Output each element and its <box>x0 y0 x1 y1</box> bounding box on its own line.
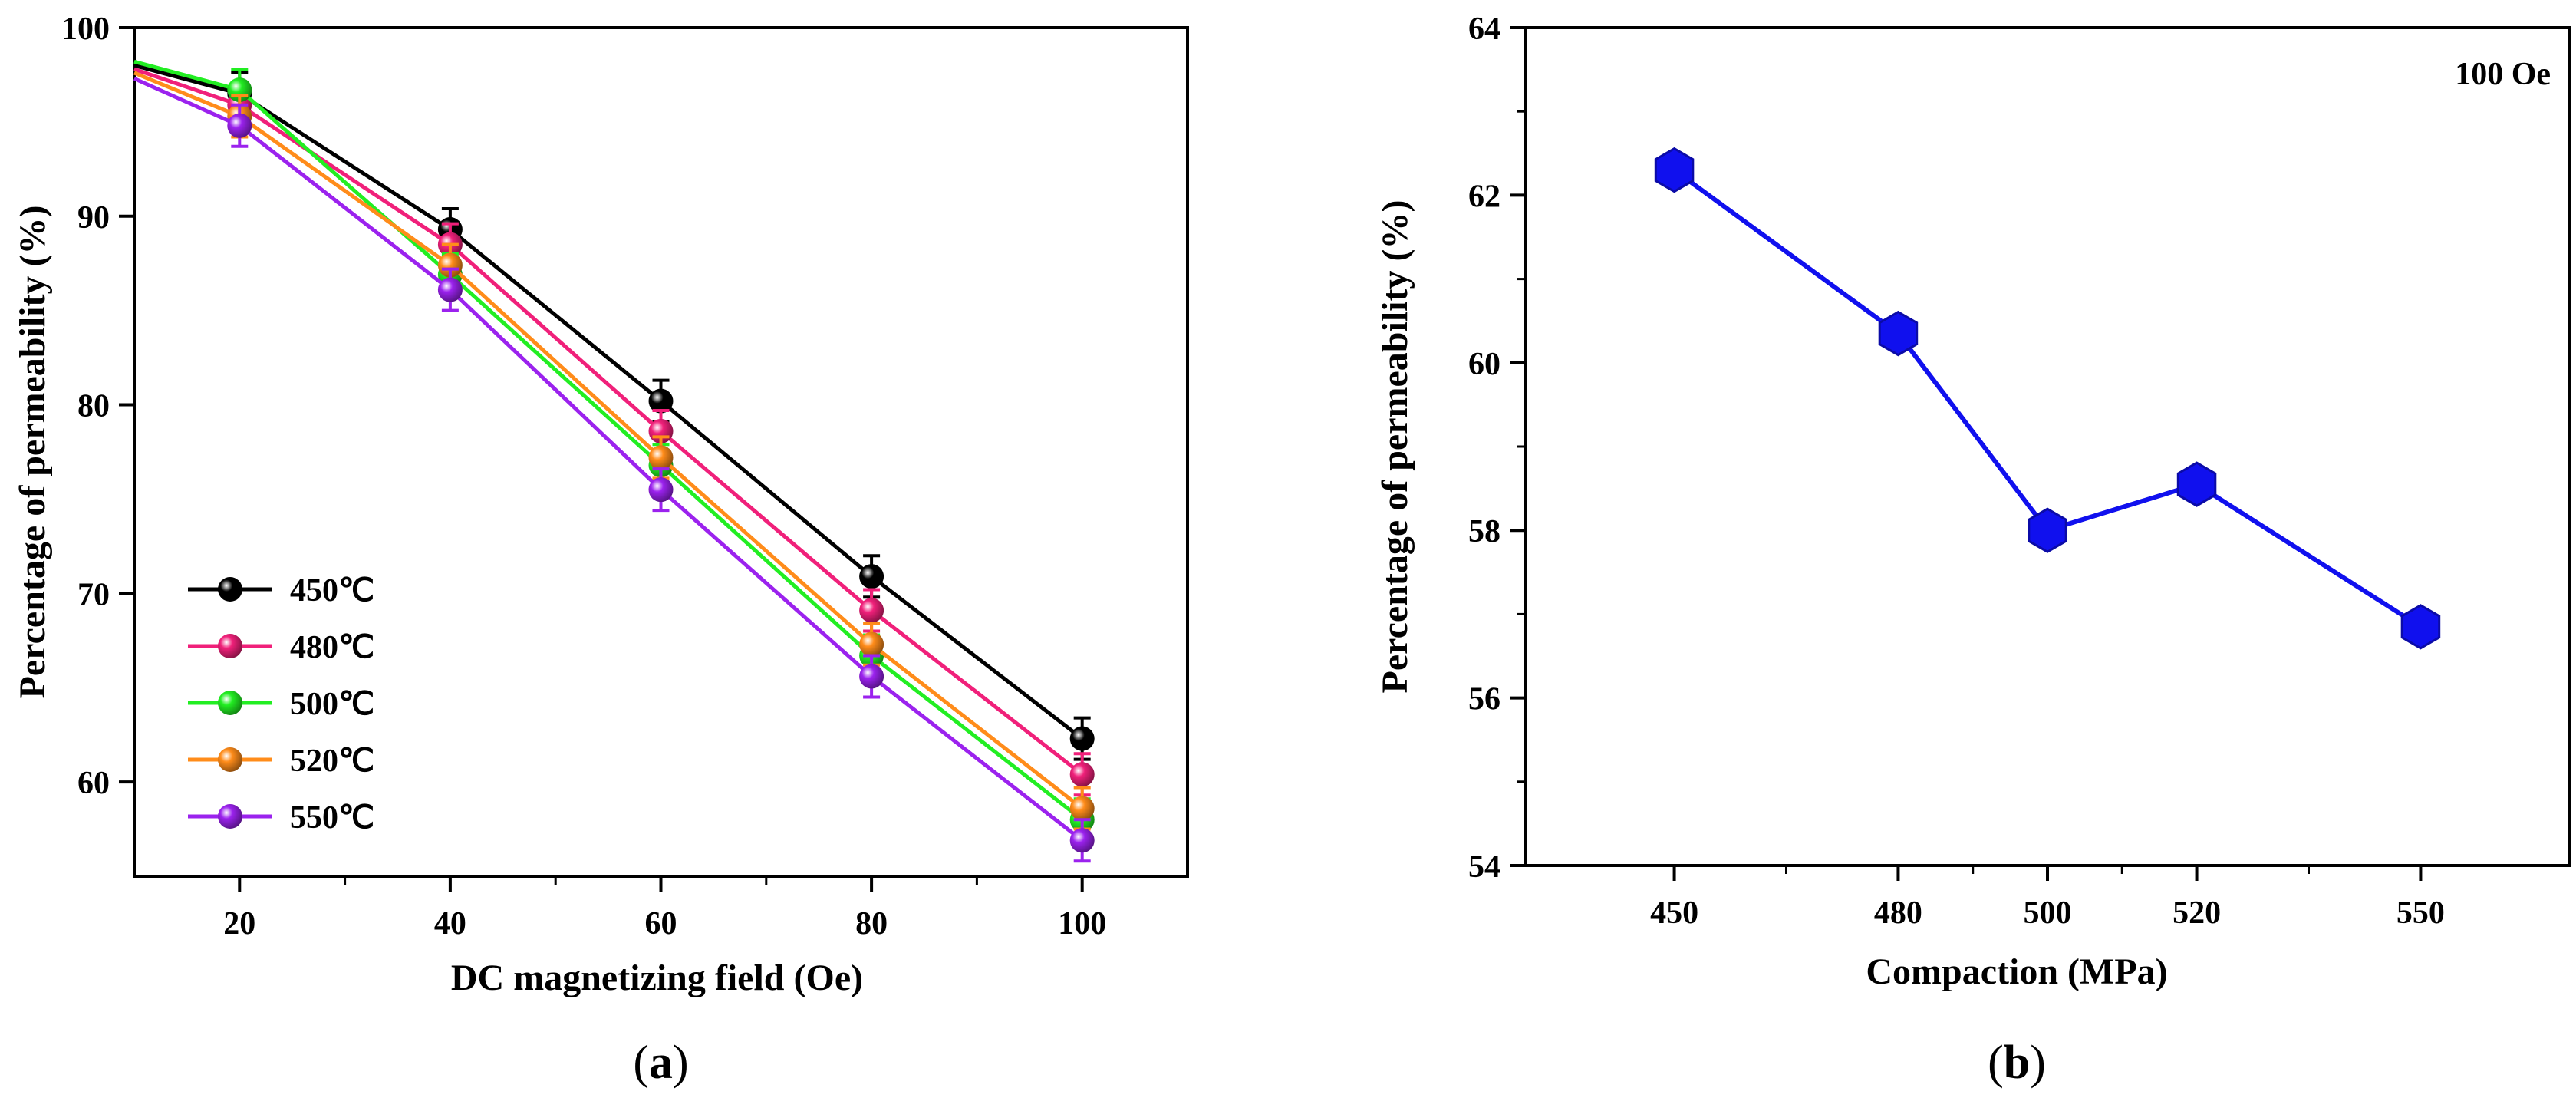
chart-b-xtick-label: 480 <box>1874 895 1922 931</box>
chart-b-ytick-label: 56 <box>1468 682 1500 717</box>
chart-b-ytick-label: 58 <box>1468 514 1500 549</box>
chart-a-legend-label: 520℃ <box>290 744 374 779</box>
chart-a-point <box>1069 726 1095 751</box>
chart-a-series-line <box>133 71 1084 810</box>
chart-b-plot: 450 480 500 520 550 54 56 58 60 62 64 Compaction (M… <box>1375 12 2571 1089</box>
chart-a-series-line <box>133 59 1084 822</box>
chart-a-point <box>437 277 463 302</box>
chart-a-legend-label: 480℃ <box>290 630 374 665</box>
chart-b-panel-label: (b) <box>1988 1037 2046 1089</box>
chart-b-xlabel: Compaction (MPa) <box>1866 951 2167 992</box>
chart-a-xtick-label: 40 <box>434 906 466 941</box>
chart-a-legend-marker <box>218 747 242 772</box>
chart-a-ytick-label: 60 <box>77 766 110 801</box>
chart-a-ytick-label: 90 <box>77 200 110 236</box>
chart-a-point <box>859 564 884 589</box>
chart-a-legend-marker <box>218 691 242 715</box>
chart-a-point <box>859 631 884 657</box>
chart-a-ytick-label: 100 <box>61 12 110 47</box>
chart-a-legend-label: 550℃ <box>290 800 374 836</box>
chart-a-series-line <box>133 63 1084 740</box>
chart-b-ylabel: Percentage of permeability (%) <box>1375 200 1415 694</box>
chart-a-point <box>227 113 252 138</box>
chart-b-annotation: 100 Oe <box>2455 57 2551 92</box>
chart-a-xtick-label: 20 <box>223 906 255 941</box>
chart-a-legend-marker <box>218 577 242 602</box>
chart-a-legend-label: 500℃ <box>290 687 374 722</box>
chart-a-point <box>1069 796 1095 821</box>
chart-b-point <box>1654 147 1695 193</box>
chart-b-xtick-label: 500 <box>2024 895 2072 931</box>
chart-b-point <box>2028 507 2067 553</box>
chart-a-point <box>859 598 884 623</box>
chart-b-ytick-label: 64 <box>1468 12 1500 47</box>
chart-b-xtick-label: 450 <box>1650 895 1698 931</box>
chart-a-xlabel: DC magnetizing field (Oe) <box>451 958 863 998</box>
chart-b-series-line <box>1672 168 2423 629</box>
chart-a-point <box>648 445 674 470</box>
chart-a-xtick-label: 100 <box>1058 906 1106 941</box>
chart-b-point <box>2400 604 2441 650</box>
chart-a-xtick-label: 80 <box>855 906 888 941</box>
chart-a-point <box>1069 828 1095 853</box>
chart-a-xtick-label: 60 <box>645 906 677 941</box>
chart-a-ylabel: Percentage of permeability (%) <box>12 206 53 699</box>
chart-a-legend-marker <box>218 804 242 829</box>
chart-a-point <box>437 252 463 278</box>
chart-b-xtick-label: 520 <box>2172 895 2221 931</box>
chart-a-panel-label: (a) <box>633 1037 688 1089</box>
chart-b-ytick-label: 54 <box>1468 849 1500 885</box>
chart-a-ytick-label: 80 <box>77 389 110 424</box>
chart-b-ytick-label: 62 <box>1468 179 1500 214</box>
chart-a-series-line <box>133 77 1084 842</box>
chart-a-series-line <box>133 67 1084 777</box>
chart-b-xtick-label: 550 <box>2396 895 2445 931</box>
chart-b-point <box>2176 461 2217 507</box>
chart-a-legend-marker <box>218 634 242 658</box>
chart-a-plot: 20 40 60 80 100 60 70 80 90 100 DC magnetizing fie… <box>12 12 1189 1089</box>
chart-b-ytick-label: 60 <box>1468 347 1500 382</box>
chart-a-point <box>1069 762 1095 787</box>
chart-a-point <box>648 388 674 414</box>
chart-b-point <box>1878 310 1919 357</box>
chart-a-legend-label: 450℃ <box>290 573 374 608</box>
chart-a-point <box>859 664 884 689</box>
chart-a-point <box>648 477 674 503</box>
chart-a-ytick-label: 70 <box>77 577 110 612</box>
